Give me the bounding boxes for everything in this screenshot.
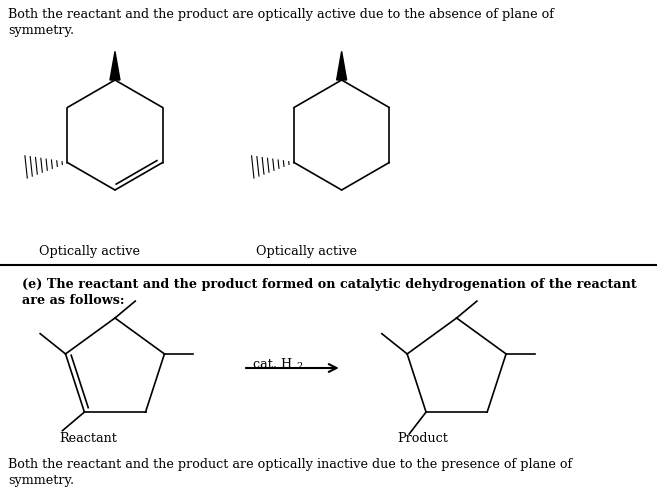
Text: cat. H: cat. H — [253, 358, 292, 371]
Text: symmetry.: symmetry. — [8, 474, 74, 487]
Text: Optically active: Optically active — [39, 245, 141, 258]
Text: symmetry.: symmetry. — [8, 24, 74, 37]
Text: Product: Product — [397, 432, 448, 445]
Polygon shape — [110, 52, 120, 80]
Text: 2: 2 — [296, 362, 302, 371]
Polygon shape — [336, 52, 347, 80]
Text: Optically active: Optically active — [256, 245, 357, 258]
Text: Both the reactant and the product are optically active due to the absence of pla: Both the reactant and the product are op… — [8, 8, 554, 21]
Text: (e) The reactant and the product formed on catalytic dehydrogenation of the reac: (e) The reactant and the product formed … — [22, 278, 637, 291]
Text: Both the reactant and the product are optically inactive due to the presence of : Both the reactant and the product are op… — [8, 458, 572, 471]
Text: are as follows:: are as follows: — [22, 294, 124, 307]
Text: Reactant: Reactant — [59, 432, 117, 445]
